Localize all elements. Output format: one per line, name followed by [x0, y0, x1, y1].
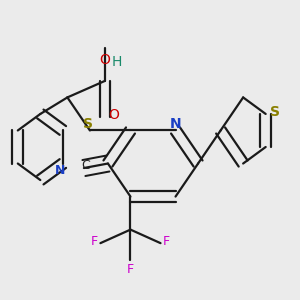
Text: O: O	[100, 53, 110, 67]
Text: H: H	[112, 56, 122, 69]
Text: F: F	[163, 235, 170, 248]
Text: F: F	[91, 235, 98, 248]
Text: F: F	[127, 263, 134, 276]
Text: C: C	[81, 159, 90, 172]
Text: N: N	[55, 164, 65, 177]
Text: N: N	[170, 117, 182, 131]
Text: S: S	[270, 104, 280, 118]
Text: S: S	[83, 117, 93, 131]
Text: O: O	[108, 108, 119, 122]
